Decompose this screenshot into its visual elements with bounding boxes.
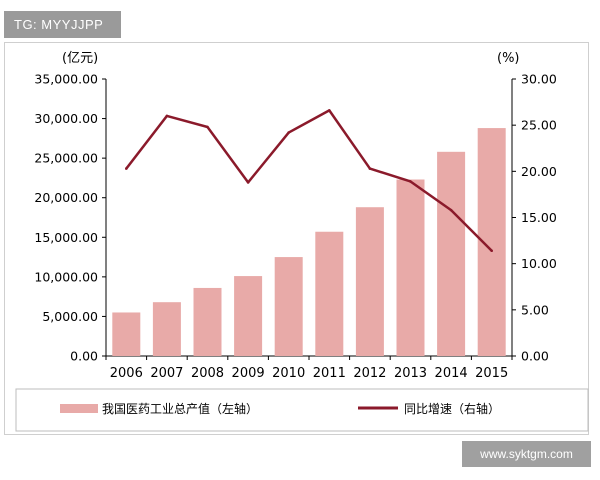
line-point-2011 (328, 109, 331, 112)
bar-2010 (274, 257, 303, 356)
left-tick-label: 20,000.00 (34, 190, 98, 205)
line-point-2009 (246, 181, 250, 184)
x-tick-label: 2007 (150, 366, 183, 381)
bar-2014 (437, 151, 466, 356)
left-tick-label: 5,000.00 (42, 309, 98, 324)
x-tick-label: 2006 (110, 366, 143, 381)
right-tick-label: 10.00 (521, 256, 557, 271)
growth-rate-line (125, 109, 493, 252)
left-tick-label: 0.00 (70, 349, 98, 364)
line-point-2008 (206, 125, 209, 129)
line-point-2010 (287, 131, 291, 134)
bar-2006 (112, 312, 141, 356)
line-point-2013 (409, 180, 412, 183)
left-tick-label: 25,000.00 (34, 151, 98, 166)
bar-2013 (396, 179, 425, 356)
bar-2008 (193, 287, 222, 356)
line-series (125, 109, 494, 253)
legend-line-label: 同比增速（右轴） (404, 401, 500, 416)
right-tick-label: 15.00 (521, 210, 557, 225)
bar-2007 (152, 302, 181, 356)
right-tick-label: 0.00 (521, 349, 549, 364)
x-tick-label: 2011 (313, 366, 346, 381)
bar-2011 (315, 231, 344, 356)
legend-box (15, 388, 589, 432)
line-point-2015 (490, 249, 494, 253)
bar-2012 (355, 207, 384, 356)
tg-badge: TG: MYYJJPP (4, 11, 121, 38)
bar-2009 (234, 276, 263, 356)
line-point-2014 (449, 208, 453, 212)
legend-bar-swatch (60, 404, 98, 413)
x-tick-label: 2015 (475, 366, 508, 381)
line-point-2007 (165, 114, 169, 118)
left-tick-label: 10,000.00 (34, 269, 98, 284)
x-tick-label: 2010 (272, 366, 305, 381)
left-tick-label: 35,000.00 (34, 72, 98, 87)
left-tick-label: 30,000.00 (34, 111, 98, 126)
legend-bar-label: 我国医药工业总产值（左轴） (102, 401, 258, 416)
x-tick-label: 2009 (232, 366, 265, 381)
right-axis-unit: (%) (497, 51, 520, 66)
x-tick-label: 2013 (394, 366, 427, 381)
right-tick-label: 20.00 (521, 164, 557, 179)
right-tick-label: 30.00 (521, 72, 557, 87)
line-point-2012 (368, 167, 372, 170)
watermark: www.syktgm.com (462, 441, 591, 467)
bar-series (112, 128, 506, 356)
left-axis-unit: (亿元) (62, 51, 98, 66)
left-tick-label: 15,000.00 (34, 230, 98, 245)
x-tick-label: 2008 (191, 366, 224, 381)
tick-labels: 0.00 5,000.00 10,000.00 15,000.00 20,000.00 2… (34, 72, 556, 382)
x-tick-label: 2012 (353, 366, 386, 381)
right-tick-label: 5.00 (521, 302, 549, 317)
right-tick-label: 25.00 (521, 118, 557, 133)
legend: 我国医药工业总产值（左轴） 同比增速（右轴） (15, 388, 589, 432)
x-tick-label: 2014 (435, 366, 468, 381)
line-point-2006 (125, 167, 128, 170)
